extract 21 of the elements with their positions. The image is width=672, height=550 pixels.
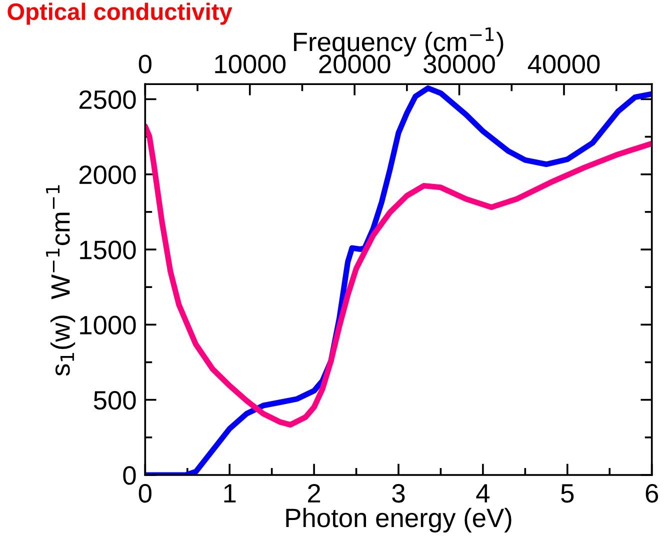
x-axis-title: Photon energy (eV) <box>286 508 512 533</box>
chart-title: Optical conductivity <box>8 2 232 25</box>
x-tick-label: 6 <box>646 484 658 503</box>
y-axis-title: s$_{1}$(w) W$^{−1}$cm$^{−1}$ <box>46 185 76 376</box>
y-tick-label: 0 <box>123 466 136 485</box>
x2-tick-label: 0 <box>138 54 152 74</box>
x2-tick-label: 30000 <box>424 54 495 74</box>
y-tick-label: 1500 <box>80 240 136 260</box>
x-tick-label: 5 <box>561 484 574 503</box>
x-tick-label: 1 <box>224 484 236 502</box>
x-tick-label: 0 <box>138 484 152 503</box>
x-tick-label: 2 <box>308 484 320 502</box>
x2-tick-label: 20000 <box>319 54 390 74</box>
y-tick-label: 1000 <box>80 316 136 334</box>
x2-tick-label: 40000 <box>528 54 600 74</box>
x-tick-label: 4 <box>476 484 490 502</box>
x2-tick-label: 10000 <box>215 54 286 74</box>
y-tick-label: 2500 <box>79 90 136 110</box>
y-tick-label: 2000 <box>79 165 136 184</box>
x-tick-label: 3 <box>392 484 405 503</box>
y-tick-label: 500 <box>94 390 136 410</box>
